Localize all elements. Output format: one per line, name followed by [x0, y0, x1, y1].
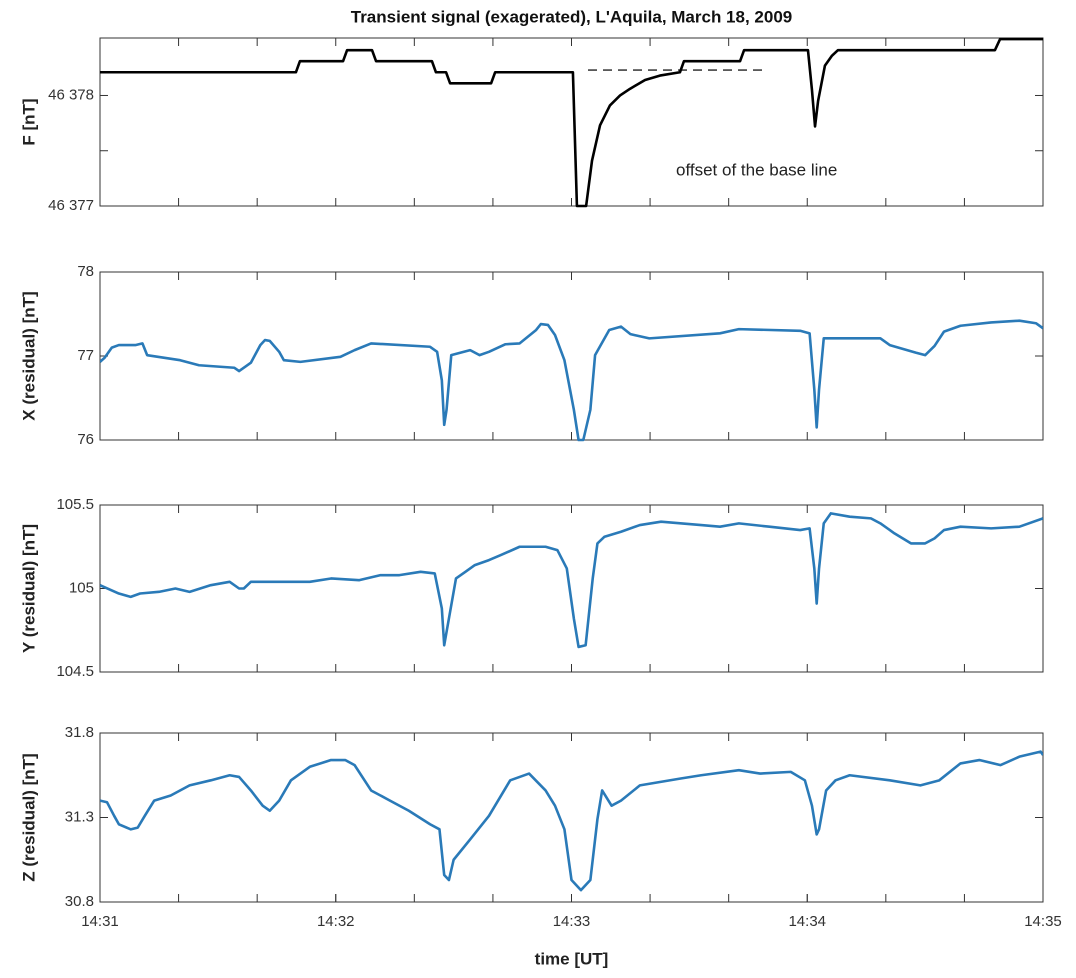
y-tick-label: 31.3 [65, 808, 94, 825]
y-axis-label: X (residual) [nT] [19, 291, 38, 420]
chart-title: Transient signal (exagerated), L'Aquila,… [351, 7, 792, 26]
x-axis-label: time [UT] [535, 949, 609, 968]
plot-area [100, 319, 1043, 442]
y-axis-label: Y (residual) [nT] [19, 524, 38, 653]
y-axis-label: F [nT] [19, 98, 38, 145]
y-tick-label: 76 [77, 431, 94, 448]
x-tick-label: 14:33 [553, 913, 591, 930]
plot-area [100, 37, 1043, 208]
signal-line [100, 37, 1043, 208]
y-tick-label: 46 378 [48, 86, 94, 103]
axes-box [99, 37, 1044, 207]
x-tick-label: 14:32 [317, 913, 355, 930]
annotation: offset of the base line [676, 160, 837, 179]
signal-line [100, 319, 1043, 442]
signal-line [100, 750, 1043, 892]
x-tick-label: 14:34 [788, 913, 826, 930]
axes-box [99, 271, 1044, 441]
y-tick-label: 78 [77, 263, 94, 280]
y-tick-label: 105 [69, 579, 94, 596]
x-tick-label: 14:31 [81, 913, 119, 930]
y-tick-label: 31.8 [65, 724, 94, 741]
y-axis-label: Z (residual) [nT] [19, 753, 38, 881]
plot-area [100, 512, 1043, 649]
axes-box [99, 504, 1044, 673]
plot-area [100, 750, 1043, 892]
signal-line [100, 512, 1043, 649]
y-tick-label: 30.8 [65, 893, 94, 910]
y-tick-label: 46 377 [48, 197, 94, 214]
y-tick-label: 105.5 [56, 496, 94, 513]
y-tick-label: 104.5 [56, 663, 94, 680]
y-tick-label: 77 [77, 347, 94, 364]
x-tick-label: 14:35 [1024, 913, 1062, 930]
